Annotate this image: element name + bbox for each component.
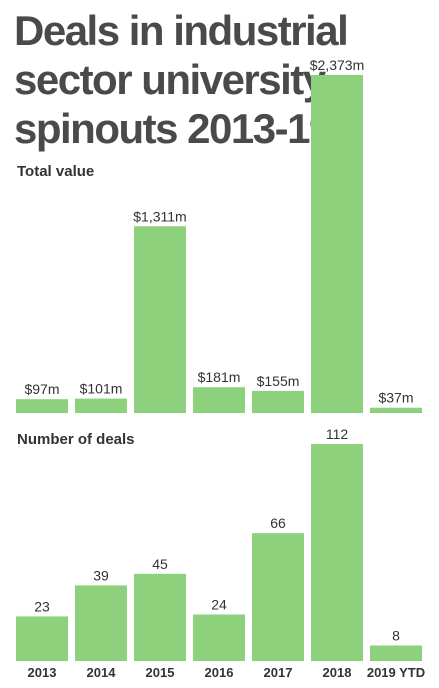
data-label-number-of-deals: 66 [270,515,286,531]
bar-total-value-2013 [16,399,68,413]
data-label-total-value: $155m [257,373,300,389]
data-label-number-of-deals: 45 [152,556,168,572]
data-label-total-value: $1,311m [133,208,186,224]
panel-title-number-of-deals: Number of deals [17,431,135,448]
bar-total-value-2014 [75,398,127,413]
bar-total-value-2016 [193,387,245,413]
bar-number-of-deals-2017 [252,533,304,661]
x-tick-label: 2016 [205,665,234,680]
bar-number-of-deals-2019-ytd [370,645,422,661]
data-label-total-value: $101m [80,381,123,397]
bar-total-value-2018 [311,75,363,413]
data-label-number-of-deals: 39 [93,567,109,583]
data-label-number-of-deals: 8 [392,628,400,644]
data-label-number-of-deals: 24 [211,597,227,613]
bar-number-of-deals-2014 [75,585,127,661]
data-label-total-value: $2,373m [310,57,364,73]
x-tick-label: 2019 YTD [367,665,425,680]
x-tick-label: 2015 [146,665,175,680]
x-tick-label: 2013 [28,665,57,680]
bar-number-of-deals-2015 [134,573,186,661]
data-label-total-value: $181m [198,369,241,385]
data-label-total-value: $37m [378,390,413,406]
data-label-number-of-deals: 112 [326,426,349,442]
panel-title-total-value: Total value [17,163,95,180]
x-tick-label: 2014 [87,665,117,680]
bar-total-value-2017 [252,390,304,413]
x-tick-label: 2018 [323,665,352,680]
bar-total-value-2015 [134,226,186,413]
bar-number-of-deals-2018 [311,444,363,661]
x-tick-label: 2017 [264,665,293,680]
data-label-number-of-deals: 23 [34,598,50,614]
bar-total-value-2019-ytd [370,407,422,413]
data-label-total-value: $97m [24,381,59,397]
chart-title: Deals in industrial sector university sp… [14,7,349,152]
bar-number-of-deals-2013 [16,616,68,661]
bar-number-of-deals-2016 [193,614,245,661]
